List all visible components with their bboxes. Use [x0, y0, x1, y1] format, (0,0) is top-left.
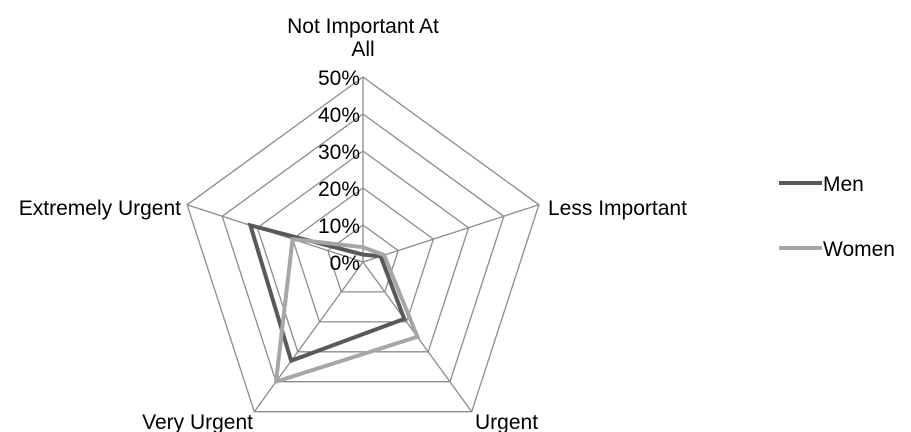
tick-label-0: 0% — [330, 252, 360, 275]
tick-label-2: 20% — [318, 178, 360, 201]
category-label-4: Extremely Urgent — [19, 197, 181, 220]
tick-label-5: 50% — [318, 67, 360, 90]
gridline-ring-4 — [221, 113, 505, 383]
radar-category-labels: Not Important At All Less Important Urgent V… — [19, 15, 687, 432]
tick-label-3: 30% — [318, 141, 360, 164]
tick-label-4: 40% — [318, 104, 360, 127]
category-label-3-line-0: Very Urgent — [142, 411, 253, 432]
legend-item-men: Men — [779, 173, 864, 196]
category-label-0: Not Important At All — [287, 15, 439, 61]
category-label-3: Very Urgent — [142, 411, 253, 432]
category-label-0-line-1: All — [351, 38, 374, 61]
category-label-0-line-0: Not Important At — [287, 15, 439, 38]
category-label-2-line-0: Urgent — [475, 411, 538, 432]
gridline-ring-2 — [291, 187, 435, 323]
category-label-1-line-0: Less Important — [548, 197, 687, 220]
radar-tick-labels: 0% 10% 20% 30% 40% 50% — [318, 67, 360, 275]
radar-axes — [186, 77, 540, 413]
series-line-women — [273, 236, 421, 385]
legend-label-men: Men — [823, 173, 864, 196]
category-label-4-line-0: Extremely Urgent — [19, 197, 181, 220]
category-label-1: Less Important — [548, 197, 687, 220]
radar-grid — [186, 76, 540, 413]
legend-item-women: Women — [779, 238, 895, 261]
axis-spoke-3 — [253, 261, 364, 413]
series-line-men — [247, 222, 407, 364]
tick-label-1: 10% — [318, 215, 360, 238]
gridline-ring-3 — [256, 150, 470, 353]
legend-label-women: Women — [823, 238, 895, 261]
category-label-2: Urgent — [475, 411, 538, 432]
gridline-ring-5 — [186, 76, 540, 413]
axis-spoke-1 — [362, 204, 540, 263]
radar-series — [247, 222, 421, 385]
legend: Men Women — [779, 173, 895, 261]
